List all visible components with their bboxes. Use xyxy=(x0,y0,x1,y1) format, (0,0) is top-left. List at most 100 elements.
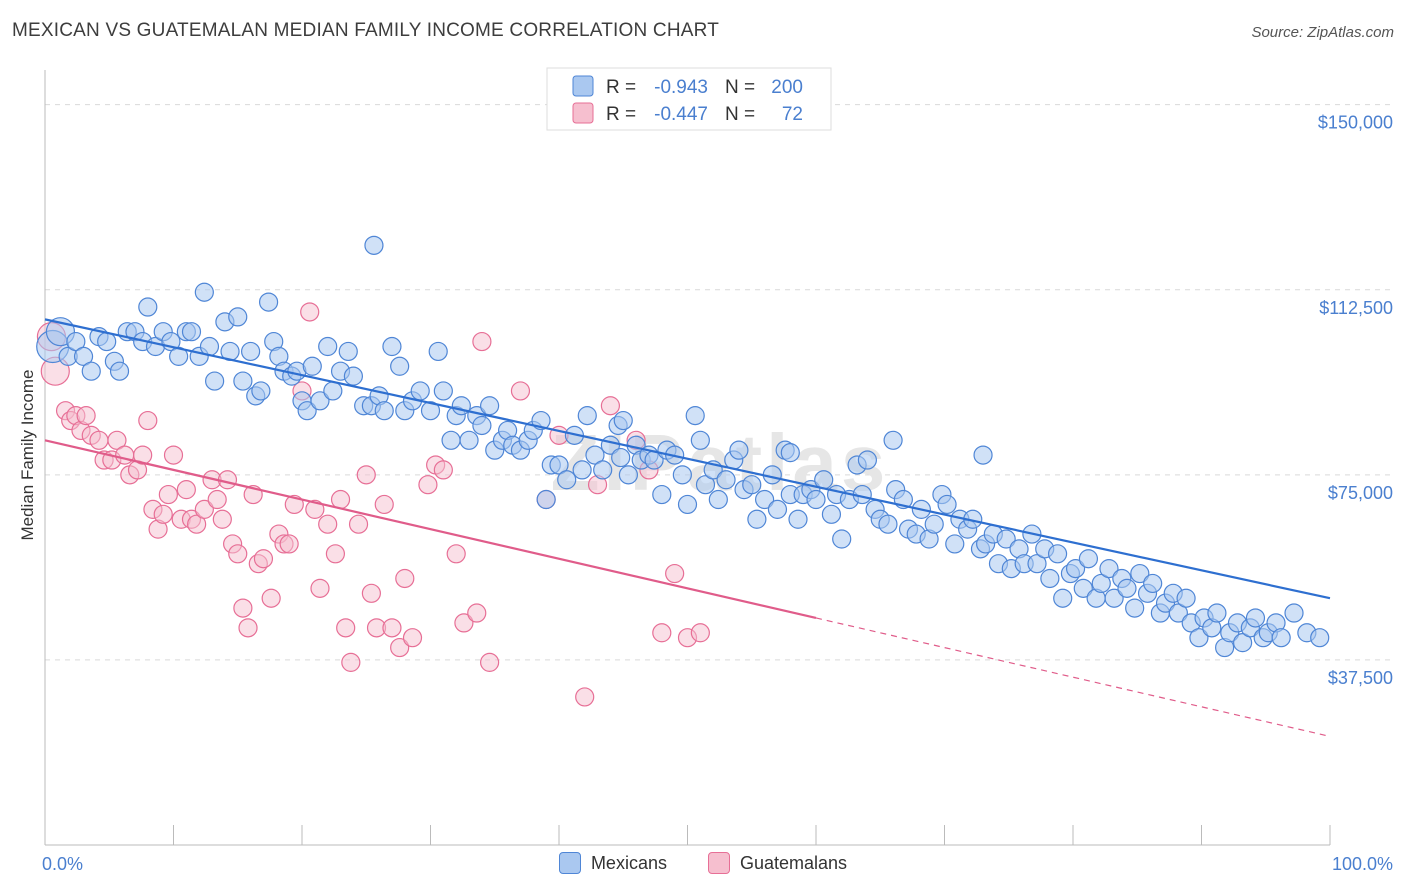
mexicans-point xyxy=(441,430,461,450)
y-tick-label-3: $150,000 xyxy=(1318,113,1393,133)
mexicans-point xyxy=(695,475,716,495)
mexicans-point xyxy=(613,410,633,431)
guatemalans-point xyxy=(279,534,299,554)
mexicans-point xyxy=(420,401,441,421)
mexicans-point xyxy=(258,292,279,312)
guatemalans-point xyxy=(76,406,96,426)
mexicans-point xyxy=(611,447,631,468)
mexicans-point xyxy=(297,401,317,421)
legend-item-mexicans[interactable]: Mexicans xyxy=(558,852,667,874)
mexicans-point xyxy=(382,336,402,357)
guatemalans-point xyxy=(187,514,207,534)
mexicans-point xyxy=(618,465,638,485)
guatemalans-point xyxy=(133,445,153,465)
mexicans-point xyxy=(747,509,767,529)
guatemalans-point xyxy=(374,494,394,515)
mexicans-point xyxy=(652,484,672,505)
guatemalans-point xyxy=(300,302,320,322)
guatemalans-point xyxy=(446,544,466,564)
mexicans-point xyxy=(241,341,261,362)
guatemalans-point xyxy=(665,563,685,584)
guatemalans-point xyxy=(467,603,487,623)
guatemalans-points xyxy=(36,302,710,707)
mexicans-point xyxy=(459,430,479,450)
mexicans-point xyxy=(1027,554,1047,574)
guatemalans-point xyxy=(176,480,196,500)
guatemalans-point xyxy=(89,430,109,450)
guatemalans-point xyxy=(575,687,595,707)
mexicans-point xyxy=(338,341,358,362)
mexicans-point xyxy=(302,356,322,376)
guatemalans-point xyxy=(395,568,415,589)
mexicans-point xyxy=(585,445,605,465)
mexicans-point xyxy=(480,396,500,416)
mexicans-point xyxy=(572,460,592,480)
y-tick-label-1: $75,000 xyxy=(1328,483,1393,503)
legend-swatch-guatemalans xyxy=(707,852,730,874)
mexicans-point xyxy=(557,470,577,490)
x-tick-labels: 0.0% 100.0% xyxy=(42,854,1393,874)
trend-lines xyxy=(44,318,1331,738)
mexicans-point xyxy=(1073,578,1093,598)
guatemalans-point xyxy=(402,628,423,648)
mexicans-point xyxy=(1091,573,1111,594)
mexicans-point xyxy=(310,391,330,411)
legend-r-label-1: R = xyxy=(606,104,636,125)
mexicans-point xyxy=(780,443,800,463)
mexicans-point xyxy=(1176,588,1196,608)
mexicans-point xyxy=(73,346,94,366)
x-tick-label-end: 100.0% xyxy=(1332,854,1393,874)
mexicans-point xyxy=(1053,588,1073,608)
mexicans-point xyxy=(181,322,202,342)
mexicans-point xyxy=(343,366,363,386)
mexicans-point xyxy=(374,401,394,421)
mexicans-point xyxy=(754,489,775,510)
mexicans-point xyxy=(433,381,453,401)
mexicans-point xyxy=(716,470,736,490)
guatemalans-point xyxy=(454,613,474,633)
mexicans-point xyxy=(821,504,842,524)
mexicans-point xyxy=(878,514,898,534)
x-tick-label-start: 0.0% xyxy=(42,854,83,874)
mexicans-point xyxy=(857,450,878,470)
guatemalans-point xyxy=(212,509,232,529)
mexicans-point xyxy=(233,371,253,391)
guatemalans-point xyxy=(600,396,621,416)
mexicans-point xyxy=(1104,588,1124,608)
mexicans-point xyxy=(1099,559,1119,579)
mexicans-point xyxy=(806,489,826,510)
guatemalans-point xyxy=(325,544,346,564)
guatemalans-point xyxy=(318,514,338,534)
mexicans-point xyxy=(364,235,384,255)
guatemalans-point xyxy=(652,623,672,643)
mexicans-point xyxy=(1271,628,1291,648)
guatemalans-point xyxy=(158,484,178,505)
mexicans-point xyxy=(251,381,271,401)
mexicans-point xyxy=(788,509,808,529)
legend-swatch-mexicans xyxy=(558,852,581,874)
mexicans-point xyxy=(1117,578,1137,598)
legend-r-value-1: -0.447 xyxy=(654,104,708,125)
guatemalans-point xyxy=(107,430,127,450)
guatemalans-point xyxy=(341,652,361,672)
mexicans-points xyxy=(36,235,1330,658)
guatemalans-trend-line xyxy=(44,439,817,620)
legend-r-value-0: -0.943 xyxy=(654,77,708,98)
guatemalans-point xyxy=(480,652,500,672)
guatemalans-point xyxy=(330,489,351,510)
mexicans-point xyxy=(1040,568,1060,589)
guatemalans-point xyxy=(433,460,453,480)
legend-item-guatemalans[interactable]: Guatemalans xyxy=(707,852,847,874)
mexicans-point xyxy=(1168,603,1188,623)
mexicans-point xyxy=(205,371,225,391)
mexicans-point xyxy=(472,415,492,436)
mexicans-point xyxy=(1125,598,1145,618)
guatemalans-point xyxy=(690,623,710,643)
mexicans-point xyxy=(194,282,214,302)
mexicans-point xyxy=(81,361,101,381)
guatemalans-point xyxy=(253,549,274,569)
mexicans-point xyxy=(536,489,556,510)
grid-lines xyxy=(45,104,1395,661)
guatemalans-point xyxy=(390,637,410,658)
